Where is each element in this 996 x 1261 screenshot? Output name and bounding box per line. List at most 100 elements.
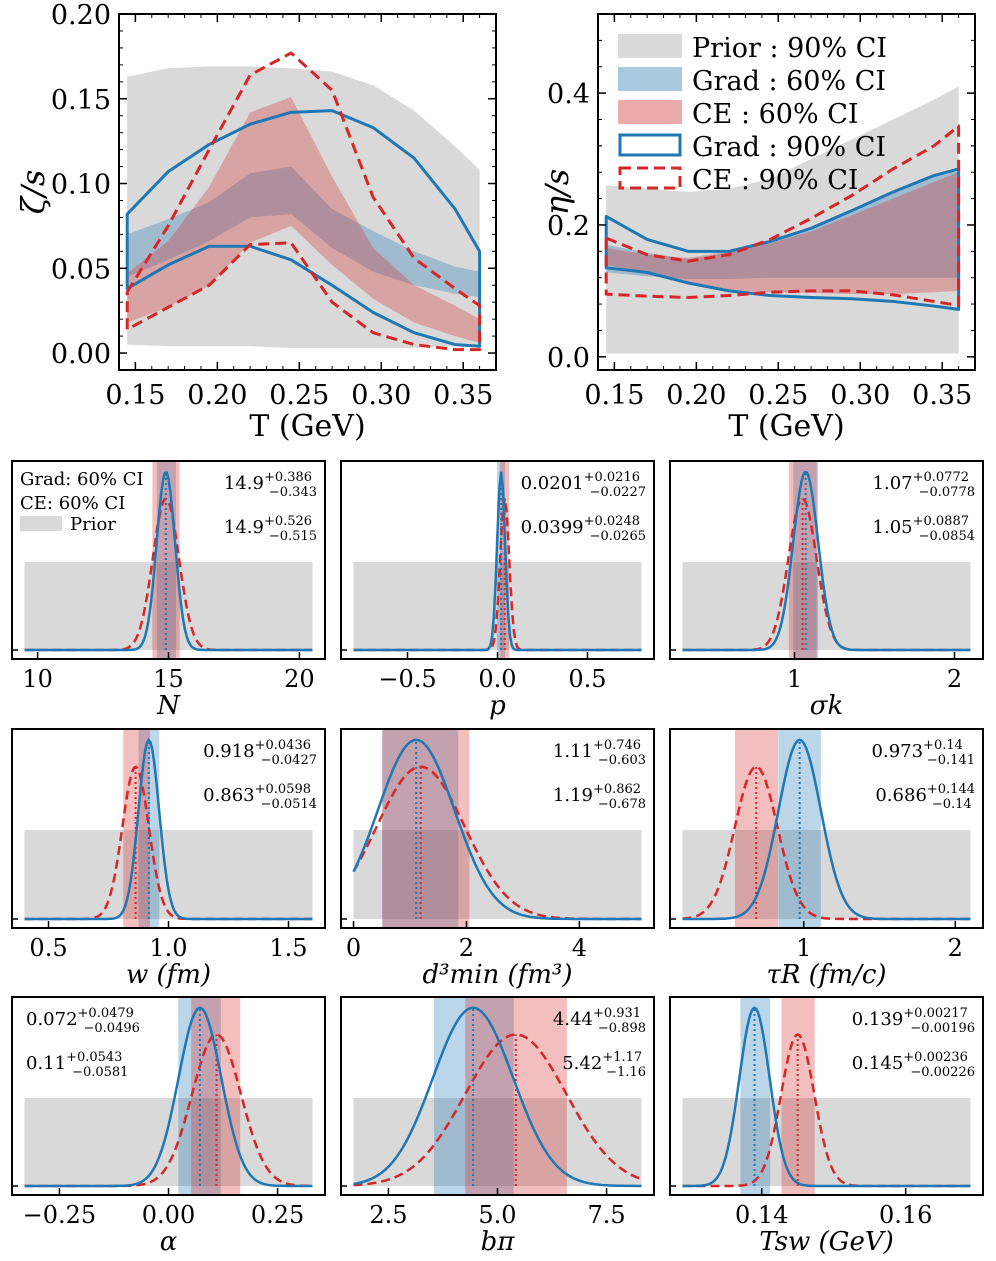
x-tick-label: 10 — [22, 665, 53, 693]
y-axis-label: η/s — [538, 169, 576, 215]
legend-label: Prior : 90% CI — [692, 33, 887, 64]
x-tick-label: 20 — [284, 665, 315, 693]
x-tick-label: 2 — [947, 665, 962, 693]
grad-posterior-curve — [682, 738, 971, 921]
ce-90-outline — [125, 51, 482, 352]
prior-rect — [24, 830, 313, 919]
prior-rect — [682, 830, 971, 919]
legend-swatch-grad90 — [618, 133, 682, 157]
x-tick-label: −0.5 — [378, 665, 436, 693]
grad-value-label: 0.072+0.0479 −0.0496 — [26, 1006, 140, 1036]
ce-value-lower: −0.0514 — [261, 797, 317, 812]
prior-rect — [353, 562, 642, 650]
y-tick-label: 0.4 — [547, 79, 590, 110]
grad-value-lower: −0.898 — [598, 1021, 646, 1036]
ce-value-upper: +0.144 — [927, 782, 975, 797]
legend-item: Grad : 90% CI — [618, 132, 886, 163]
x-tick-label: 0.35 — [433, 380, 493, 411]
x-axis-label: α — [160, 1227, 178, 1257]
ce-value-lower: −0.0265 — [590, 529, 646, 544]
ce-value-upper: +0.0887 — [913, 514, 969, 529]
ce-value-lower: −0.00226 — [910, 1065, 975, 1080]
x-tick-label: 0.20 — [187, 380, 247, 411]
legend-label: Grad : 60% CI — [692, 66, 886, 97]
ce-value-label: 0.145+0.00236 −0.00226 — [852, 1050, 975, 1080]
y-tick-label: 0.20 — [51, 0, 111, 31]
grad-value-upper: +0.746 — [593, 738, 641, 753]
ce-value-upper: +0.00236 — [903, 1050, 968, 1065]
x-tick-label: 0 — [346, 934, 361, 962]
ce-value-lower: −0.0581 — [72, 1065, 128, 1080]
grad-value-label: 14.9+0.386 −0.343 — [224, 470, 317, 500]
y-tick-label: 0.00 — [51, 339, 111, 370]
x-axis-label: σk — [810, 691, 844, 721]
ce-value-upper: +0.0248 — [584, 514, 640, 529]
x-tick-label: 4 — [572, 934, 587, 962]
x-tick-label: 0.14 — [735, 1201, 788, 1229]
grad-value-main: 14.9 — [224, 473, 264, 494]
grad-value-upper: +0.0772 — [913, 470, 969, 485]
grad-value-main: 0.0201 — [521, 473, 584, 494]
ce-value-label: 0.0399+0.0248 −0.0265 — [521, 514, 646, 544]
panel-eta: 0.15 0.20 0.25 0.30 0.35 0.0 0.2 0.4 T (GeV) η/s — [538, 13, 976, 444]
grad-value-label: 0.0201+0.0216 −0.0227 — [521, 470, 646, 500]
grad-posterior-curve — [24, 1006, 313, 1188]
ce-value-main: 5.42 — [562, 1053, 602, 1074]
x-axis-label: T (GeV) — [728, 409, 844, 444]
x-axis-label: bπ — [481, 1227, 516, 1257]
x-tick-label: 0.20 — [666, 380, 726, 411]
x-axis-label: N — [156, 691, 181, 721]
legend-label: Grad : 90% CI — [692, 132, 886, 163]
ce-value-label: 0.863+0.0598 −0.0514 — [203, 782, 317, 812]
grad-value-label: 0.139+0.00217 −0.00196 — [852, 1006, 975, 1036]
x-tick-label: 1 — [787, 665, 802, 693]
x-tick-label: 0.30 — [830, 380, 890, 411]
axes-frame — [669, 460, 984, 660]
y-tick-label: 0.10 — [51, 170, 111, 201]
grad-value-upper: +0.14 — [923, 738, 963, 753]
x-tick-label: 0.25 — [269, 380, 329, 411]
ce-value-main: 0.863 — [203, 785, 255, 806]
ce-value-lower: −0.678 — [598, 797, 646, 812]
ce-value-lower: −1.16 — [606, 1065, 646, 1080]
grad-posterior-curve — [353, 471, 642, 652]
grad-value-upper: +0.0216 — [584, 470, 640, 485]
axes-frame — [669, 728, 984, 929]
grad-90-outline — [125, 109, 482, 348]
x-tick-label: 5.0 — [478, 1201, 516, 1229]
ce-posterior-curve — [353, 1033, 642, 1187]
grad-60-band — [606, 168, 959, 280]
grad-value-upper: +0.0436 — [255, 738, 311, 753]
y-tick-label: 0.15 — [51, 85, 111, 116]
ce-60-band — [606, 172, 959, 295]
grad-value-main: 1.11 — [553, 741, 593, 762]
legend-swatch-ce90 — [618, 166, 682, 190]
grad-posterior-curve — [352, 738, 642, 921]
panel-w: 0.5 1.0 1.5w (fm)0.918+0.0436 −0.04270.863+… — [11, 728, 326, 990]
x-tick-label: 0.16 — [879, 1201, 932, 1229]
x-tick-label: 0.30 — [351, 380, 411, 411]
ce-ci-band — [382, 729, 470, 928]
ce-value-upper: +0.0543 — [66, 1050, 122, 1065]
ce-value-main: 1.05 — [873, 517, 913, 538]
x-tick-label: −0.25 — [23, 1201, 97, 1229]
legend-small-ce: CE: 60% CI — [20, 493, 125, 514]
panel-sigma_k: 1 2 σk 1.07+0.0772 −0.0778 1.05+0.0887 −0.0854 — [669, 460, 984, 721]
legend-small-prior: Prior — [70, 514, 116, 535]
grad-value-upper: +0.386 — [264, 470, 312, 485]
ce-90-outline — [604, 124, 961, 307]
legend-label: CE : 60% CI — [692, 99, 859, 130]
grad-value-main: 0.139 — [852, 1009, 904, 1030]
x-tick-label: 0.0 — [478, 665, 516, 693]
grad-value-main: 0.072 — [26, 1009, 78, 1030]
x-tick-label: 2 — [459, 934, 474, 962]
x-tick-label: 0.00 — [142, 1201, 195, 1229]
legend-small-grad: Grad: 60% CI — [20, 469, 144, 490]
x-tick-label: 15 — [153, 665, 184, 693]
x-tick-label: 0.35 — [912, 380, 972, 411]
ce-value-upper: +0.862 — [593, 782, 641, 797]
grad-value-main: 1.07 — [873, 473, 913, 494]
